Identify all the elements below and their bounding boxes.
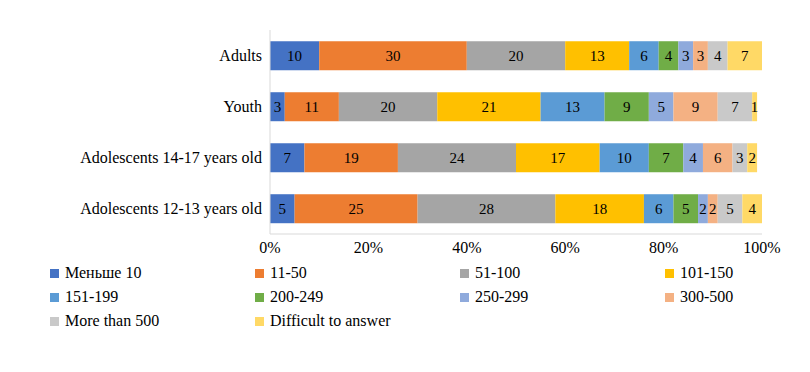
- svg-text:6: 6: [655, 201, 663, 217]
- svg-text:3: 3: [682, 48, 690, 64]
- svg-text:4: 4: [748, 201, 756, 217]
- svg-text:4: 4: [714, 48, 722, 64]
- html-text:250-299: 250-299: [475, 288, 529, 305]
- svg-text:100%: 100%: [743, 239, 780, 256]
- svg-text:4: 4: [665, 48, 673, 64]
- svg-text:Adolescents 12-13 years old: Adolescents 12-13 years old: [80, 200, 262, 218]
- html-text:More than 500: More than 500: [65, 312, 160, 329]
- html-text:Difficult to answer: Difficult to answer: [270, 312, 391, 329]
- svg-text:0%: 0%: [259, 239, 280, 256]
- svg-text:28: 28: [479, 201, 494, 217]
- svg-text:60%: 60%: [551, 239, 580, 256]
- svg-text:9: 9: [623, 99, 631, 115]
- html-text:11-50: 11-50: [270, 264, 307, 281]
- svg-text:Adolescents 14-17 years old: Adolescents 14-17 years old: [80, 149, 262, 167]
- svg-text:5: 5: [682, 201, 690, 217]
- svg-text:30: 30: [386, 48, 401, 64]
- svg-text:20: 20: [381, 99, 396, 115]
- svg-text:7: 7: [283, 150, 291, 166]
- svg-text:13: 13: [565, 99, 580, 115]
- svg-text:4: 4: [689, 150, 697, 166]
- svg-text:18: 18: [592, 201, 607, 217]
- html-text:151-199: 151-199: [65, 288, 119, 305]
- svg-text:9: 9: [692, 99, 700, 115]
- svg-text:10: 10: [287, 48, 302, 64]
- svg-text:3: 3: [736, 150, 744, 166]
- svg-text:2: 2: [699, 201, 707, 217]
- svg-text:20%: 20%: [354, 239, 383, 256]
- svg-text:7: 7: [741, 48, 749, 64]
- svg-text:21: 21: [481, 99, 496, 115]
- svg-text:5: 5: [726, 201, 734, 217]
- svg-text:5: 5: [279, 201, 287, 217]
- svg-text:7: 7: [731, 99, 739, 115]
- svg-text:13: 13: [590, 48, 605, 64]
- svg-text:Adults: Adults: [219, 47, 262, 64]
- svg-text:6: 6: [714, 150, 722, 166]
- html-text:300-500: 300-500: [680, 288, 734, 305]
- svg-text:2: 2: [748, 150, 756, 166]
- svg-text:17: 17: [550, 150, 566, 166]
- svg-text:20: 20: [509, 48, 524, 64]
- svg-text:3: 3: [274, 99, 282, 115]
- html-text:200-249: 200-249: [270, 288, 324, 305]
- svg-text:Youth: Youth: [224, 98, 262, 115]
- svg-text:5: 5: [657, 99, 665, 115]
- svg-text:25: 25: [349, 201, 364, 217]
- svg-text:7: 7: [662, 150, 670, 166]
- html-text:101-150: 101-150: [680, 264, 734, 281]
- svg-text:19: 19: [344, 150, 359, 166]
- svg-text:80%: 80%: [649, 239, 678, 256]
- svg-text:3: 3: [697, 48, 705, 64]
- svg-text:2: 2: [709, 201, 717, 217]
- svg-text:10: 10: [617, 150, 632, 166]
- svg-text:6: 6: [640, 48, 648, 64]
- html-text:51-100: 51-100: [475, 264, 521, 281]
- svg-text:1: 1: [751, 99, 759, 115]
- svg-text:11: 11: [305, 99, 319, 115]
- html-text:Меньше 10: Меньше 10: [65, 264, 142, 281]
- svg-text:24: 24: [449, 150, 465, 166]
- svg-text:40%: 40%: [452, 239, 481, 256]
